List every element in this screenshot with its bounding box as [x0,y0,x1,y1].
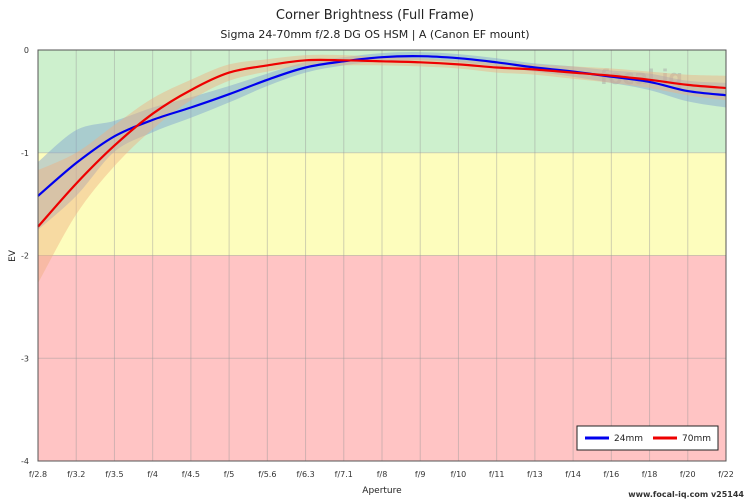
x-tick-label: f/5.6 [258,470,276,479]
plot-frame [37,49,727,462]
credit-text: www.focal-iq.com v25144 [628,490,744,499]
confidence-bands [38,52,726,284]
y-tick-label: 0 [24,46,29,55]
chart-subtitle: Sigma 24-70mm f/2.8 DG OS HSM | A (Canon… [220,28,529,41]
x-tick-label: f/13 [527,470,543,479]
x-tick-label: f/8 [377,470,388,479]
x-tick-label: f/3.5 [105,470,123,479]
x-tick-label: f/2.8 [29,470,47,479]
x-tick-labels: f/2.8 f/3.2 f/3.5 f/4 f/4.5 f/5 f/5.6 f/6.3 f/7.… [29,470,734,479]
x-tick-label: f/4 [147,470,158,479]
legend: 24mm 70mm [576,425,719,451]
y-tick-label: -2 [21,252,29,261]
x-tick-label: f/18 [642,470,658,479]
x-tick-label: f/9 [415,470,426,479]
legend-label-24mm: 24mm [614,434,643,444]
series-line-70mm [37,58,727,228]
chart-title: Corner Brightness (Full Frame) [276,8,474,23]
ev-zone-1 [38,152,726,256]
y-tick-labels: 0 -1 -2 -3 -4 [21,46,29,466]
x-tick-label: f/22 [718,470,734,479]
x-tick-label: f/11 [489,470,505,479]
band-24mm [38,52,726,230]
x-tick-label: f/4.5 [182,470,200,479]
y-axis-label: EV [8,249,18,262]
x-tick-label: f/14 [565,470,581,479]
band-70mm [38,54,726,284]
y-tick-label: -4 [21,457,29,466]
x-tick-label: f/6.3 [296,470,314,479]
y-tick-label: -1 [21,149,29,158]
y-tick-label: -3 [21,354,29,363]
legend-label-70mm: 70mm [682,434,711,444]
x-tick-label: f/7.1 [335,470,353,479]
x-axis-label: Aperture [362,486,402,496]
series-lines [37,55,727,228]
ev-zone-0 [38,50,726,153]
x-tick-label: f/16 [603,470,619,479]
x-tick-label: f/20 [680,470,696,479]
x-tick-label: f/10 [451,470,467,479]
x-tick-label: f/5 [224,470,235,479]
x-tick-label: f/3.2 [67,470,85,479]
